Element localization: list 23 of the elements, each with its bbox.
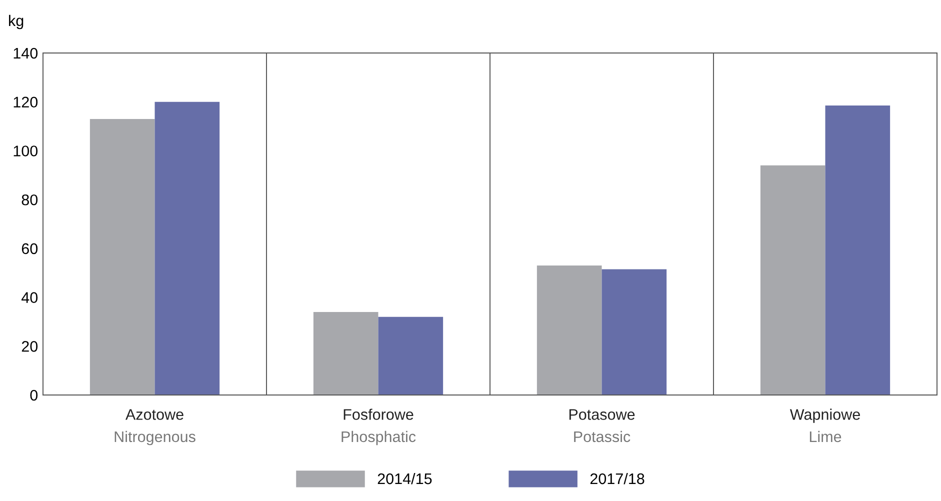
x-tick-label: Azotowe Nitrogenous [114,409,196,446]
bar [760,165,826,395]
bar [378,316,444,395]
x-tick-label: Wapniowe Lime [790,408,860,442]
bar [90,118,155,395]
bar [536,266,602,395]
x-tick-label: Fosforowe Phosphatic [342,408,416,446]
y-tick-label: 0 [30,390,38,401]
y-tick-label: 20 [22,341,38,352]
bar [313,312,378,395]
bar [602,269,667,395]
bar [154,102,220,395]
y-tick-label: 140 [14,48,38,59]
x-tick-label: Potasowe Potassic [569,409,635,442]
y-tick-label: 100 [14,146,38,156]
y-tick-label: 120 [14,96,38,108]
y-tick-label: 40 [22,292,38,303]
legend-label: 2014/15 [378,472,432,484]
legend-label: 2017/18 [590,472,644,484]
y-tick-label: 60 [22,243,38,254]
y-tick-label: 80 [22,194,38,206]
y-axis-title: kg [9,14,24,30]
bar [825,106,890,395]
